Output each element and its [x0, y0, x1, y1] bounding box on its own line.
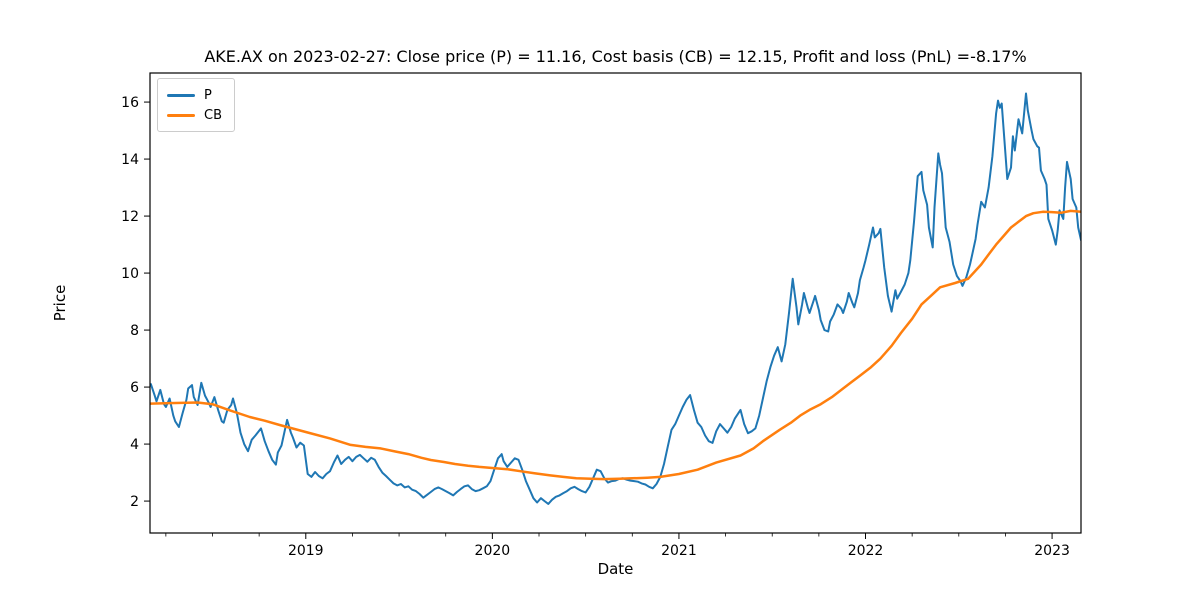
price-line — [150, 92, 1081, 505]
legend-item-cb: CB — [167, 105, 222, 125]
plot-frame — [149, 72, 1082, 534]
y-tick-label: 6 — [130, 380, 139, 396]
legend-swatch-cb — [167, 113, 195, 117]
legend-swatch-p — [167, 93, 195, 97]
legend-label-p: P — [204, 87, 212, 103]
y-tick-label: 14 — [121, 152, 139, 168]
y-axis-label: Price — [51, 284, 69, 322]
x-tick-label: 2022 — [848, 543, 884, 559]
y-tick-label: 16 — [121, 95, 139, 111]
x-tick-label: 2023 — [1034, 543, 1070, 559]
legend: P CB — [157, 78, 235, 132]
x-tick-label: 2021 — [661, 543, 697, 559]
x-tick-label: 2019 — [288, 543, 324, 559]
chart-title: AKE.AX on 2023-02-27: Close price (P) = … — [204, 47, 1027, 66]
y-tick-label: 4 — [130, 437, 139, 453]
x-axis-label: Date — [597, 560, 634, 578]
y-tick-label: 10 — [121, 266, 139, 282]
x-tick-label: 2020 — [475, 543, 511, 559]
cost-basis-line — [150, 209, 1081, 481]
y-tick-label: 2 — [130, 494, 139, 510]
y-tick-label: 12 — [121, 209, 139, 225]
y-tick-label: 8 — [130, 323, 139, 339]
legend-label-cb: CB — [204, 107, 222, 123]
legend-item-p: P — [167, 85, 222, 105]
